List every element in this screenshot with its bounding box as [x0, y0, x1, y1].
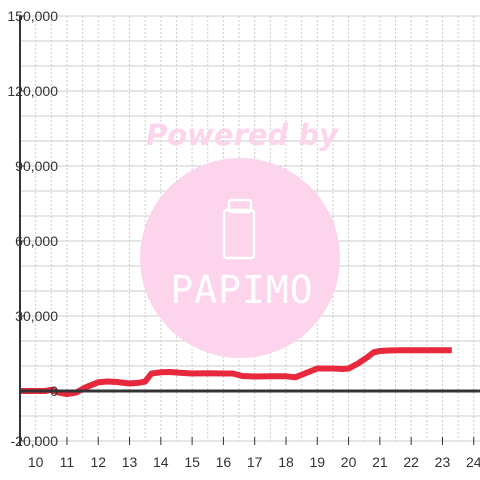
x-tick-label: 18 [278, 454, 294, 470]
x-tick-label: 23 [435, 454, 451, 470]
watermark-logo-text: PAPIMO [170, 268, 313, 312]
x-tick-label: 19 [309, 454, 325, 470]
y-tick-labels: 150,000 120,000 90,000 60,000 30,000 0 -20,000 [7, 8, 58, 449]
y-tick-label: 150,000 [7, 8, 58, 24]
x-tick-label: 17 [247, 454, 263, 470]
x-tick-label: 13 [122, 454, 138, 470]
y-tick-label: 60,000 [15, 233, 58, 249]
x-tick-label: 21 [372, 454, 388, 470]
x-tick-label: 12 [90, 454, 106, 470]
y-tick-label: 30,000 [15, 308, 58, 324]
x-tick-label: 22 [403, 454, 419, 470]
x-tick-label: 11 [60, 454, 75, 470]
watermark: Powered by PAPIMO [140, 118, 340, 358]
phone-icon [222, 198, 256, 260]
watermark-powered-by: Powered by [146, 118, 339, 152]
y-tick-label: 0 [50, 383, 58, 399]
y-tick-label: 90,000 [15, 158, 58, 174]
x-tick-label: 10 [28, 454, 44, 470]
x-tick-label: 20 [341, 454, 357, 470]
x-tick-label: 14 [153, 454, 169, 470]
y-tick-label: -20,000 [11, 433, 59, 449]
x-tick-labels: 10 11 12 13 14 15 16 17 18 19 20 21 22 23 24 [28, 454, 480, 470]
y-tick-label: 120,000 [7, 83, 58, 99]
axes [19, 15, 480, 445]
x-tick-label: 16 [216, 454, 232, 470]
x-tick-label: 24 [466, 454, 480, 470]
x-tick-label: 15 [184, 454, 200, 470]
series-line [20, 347, 452, 397]
horizontal-gridlines [20, 15, 480, 442]
